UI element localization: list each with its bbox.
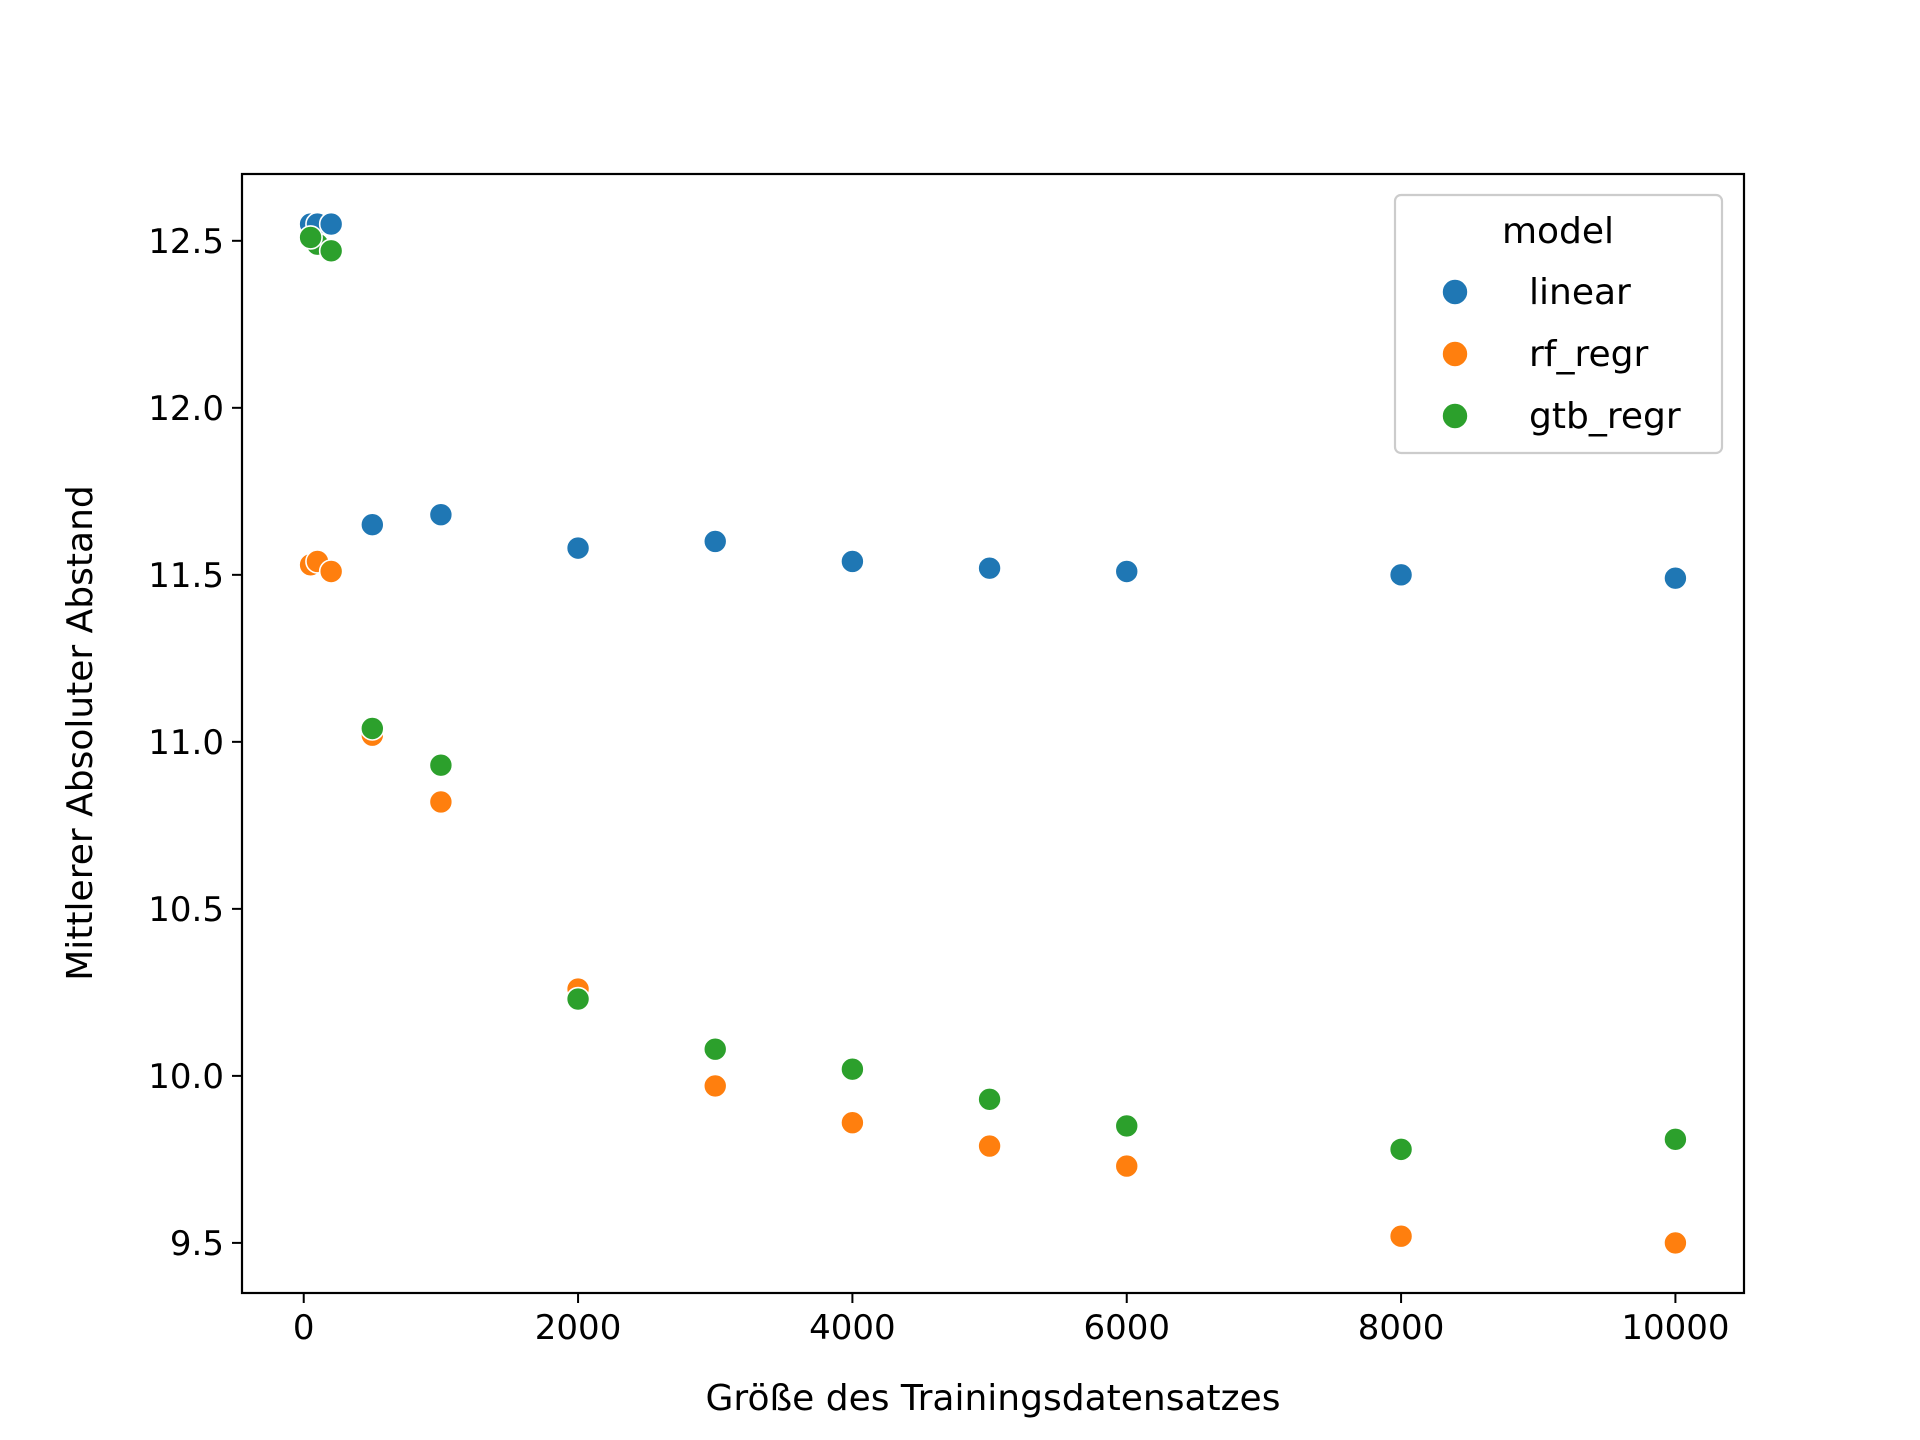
data-point-linear bbox=[428, 502, 454, 528]
data-point-linear bbox=[1388, 562, 1414, 588]
data-point-linear bbox=[977, 555, 1002, 581]
data-point-gtb_regr bbox=[1663, 1127, 1688, 1152]
x-axis-ticks: 0 2000 4000 6000 8000 10000 bbox=[293, 1293, 1730, 1348]
data-points bbox=[298, 211, 1688, 1256]
y-tick-label: 11.0 bbox=[148, 723, 224, 763]
data-point-linear bbox=[318, 211, 344, 237]
y-tick-label: 10.0 bbox=[148, 1057, 224, 1097]
data-point-linear bbox=[702, 529, 728, 554]
data-point-rf_regr bbox=[428, 789, 454, 815]
data-point-rf_regr bbox=[840, 1110, 865, 1135]
data-point-linear bbox=[360, 512, 385, 538]
data-point-linear bbox=[1663, 565, 1688, 591]
data-point-rf_regr bbox=[702, 1073, 728, 1099]
y-axis-label: Mittlerer Absoluter Abstand bbox=[60, 485, 101, 981]
y-tick-label: 9.5 bbox=[170, 1224, 224, 1264]
data-point-linear bbox=[565, 535, 591, 561]
data-point-gtb_regr bbox=[702, 1036, 728, 1062]
data-point-gtb_regr bbox=[318, 238, 344, 264]
data-point-gtb_regr bbox=[360, 716, 385, 741]
y-tick-label: 11.5 bbox=[148, 556, 224, 596]
legend-marker-rf_regr bbox=[1441, 340, 1469, 368]
data-point-gtb_regr bbox=[428, 752, 454, 778]
x-tick-label: 4000 bbox=[809, 1308, 896, 1348]
data-point-rf_regr bbox=[977, 1133, 1002, 1159]
plot-frame bbox=[240, 172, 1746, 1295]
x-tick-label: 10000 bbox=[1621, 1308, 1729, 1348]
data-point-rf_regr bbox=[1663, 1230, 1688, 1256]
data-point-gtb_regr bbox=[977, 1086, 1002, 1112]
data-point-rf_regr bbox=[1114, 1153, 1140, 1179]
y-tick-label: 12.0 bbox=[148, 389, 224, 429]
y-axis-ticks: 9.5 10.0 10.5 11.0 11.5 12.0 12.5 bbox=[148, 222, 242, 1264]
x-tick-label: 6000 bbox=[1083, 1308, 1170, 1348]
data-point-gtb_regr bbox=[565, 986, 591, 1012]
x-tick-label: 0 bbox=[293, 1308, 315, 1348]
legend: model linear rf_regr gtb_regr bbox=[1393, 193, 1724, 455]
data-point-linear bbox=[840, 549, 865, 574]
legend-label-rf_regr: rf_regr bbox=[1529, 334, 1648, 375]
data-point-rf_regr bbox=[318, 559, 344, 584]
data-point-gtb_regr bbox=[1114, 1113, 1140, 1139]
data-point-gtb_regr bbox=[1388, 1137, 1414, 1162]
legend-label-linear: linear bbox=[1529, 272, 1631, 313]
legend-box bbox=[1393, 193, 1724, 455]
y-tick-label: 12.5 bbox=[148, 222, 224, 262]
data-point-gtb_regr bbox=[298, 225, 323, 250]
legend-title: model bbox=[1502, 211, 1614, 252]
legend-items: linear rf_regr gtb_regr bbox=[1441, 272, 1681, 437]
x-axis-label: Größe des Trainingsdatensatzes bbox=[706, 1378, 1281, 1419]
x-tick-label: 2000 bbox=[535, 1308, 622, 1348]
data-point-gtb_regr bbox=[840, 1056, 865, 1082]
legend-marker-linear bbox=[1441, 278, 1469, 306]
legend-marker-gtb_regr bbox=[1441, 402, 1469, 430]
x-tick-label: 8000 bbox=[1358, 1308, 1445, 1348]
legend-label-gtb_regr: gtb_regr bbox=[1529, 396, 1681, 437]
y-tick-label: 10.5 bbox=[148, 890, 224, 930]
data-point-rf_regr bbox=[1388, 1223, 1414, 1249]
data-point-linear bbox=[1114, 559, 1140, 584]
